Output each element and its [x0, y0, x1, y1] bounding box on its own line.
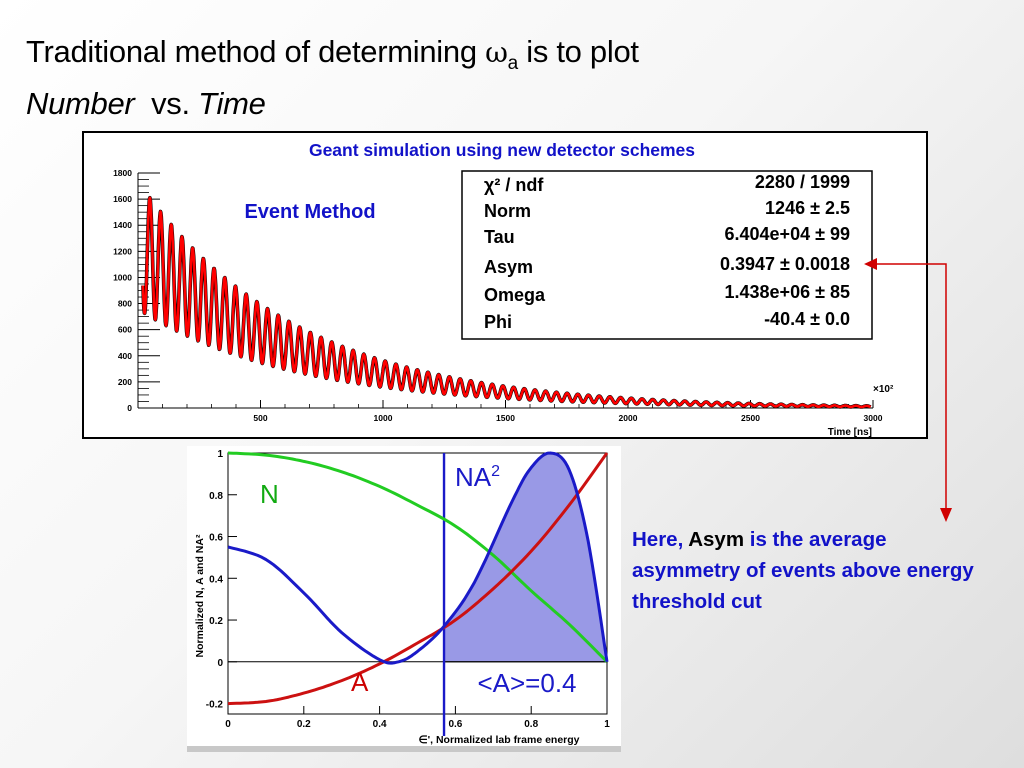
- title-time: Time: [198, 86, 266, 122]
- chart2-y-tick-label: -0.2: [206, 700, 224, 711]
- chart1-y-tick-label: 800: [118, 299, 132, 309]
- stats-label: Asym: [484, 257, 533, 277]
- stats-label: Tau: [484, 227, 515, 247]
- stats-value: 1246 ± 2.5: [765, 198, 850, 218]
- chart1-x-tick-label: 2500: [741, 413, 760, 423]
- chart2-x-tick-label: 0.4: [373, 719, 387, 730]
- x-multiplier: ×10²: [873, 384, 894, 395]
- label-NA2-sup: 2: [491, 463, 500, 480]
- title-vs: vs.: [151, 86, 190, 122]
- chart1-x-tick-label: 1500: [496, 413, 515, 423]
- note-rest: is the average asymmetry of events above…: [632, 528, 974, 613]
- chart2-y-tick-label: 0: [217, 658, 223, 669]
- chart2-y-tick-label: 1: [217, 449, 223, 460]
- chart2-y-tick-label: 0.8: [209, 491, 223, 502]
- stats-label: Norm: [484, 201, 531, 221]
- label-NA2: NA2: [455, 462, 500, 492]
- chart2-y-tick-label: 0.4: [209, 574, 223, 585]
- chart2-x-label: ∈', Normalized lab frame energy: [418, 734, 579, 746]
- chart2-y-label: Normalized N, A and NA²: [194, 534, 206, 657]
- stats-value: 2280 / 1999: [755, 172, 850, 192]
- chart2-x-tick-label: 0: [225, 719, 231, 730]
- omega-symbol: ω: [485, 36, 508, 69]
- chart2-y-tick-label: 0.2: [209, 616, 223, 627]
- label-mean-A: <A>=0.4: [477, 668, 576, 698]
- chart1-x-tick-label: 500: [253, 413, 267, 423]
- chart2-x-tick-label: 0.2: [297, 719, 311, 730]
- asym-note: Here, Asym is the average asymmetry of e…: [632, 524, 992, 617]
- arrow-head-down: [940, 508, 952, 522]
- chart1-title: Geant simulation using new detector sche…: [309, 140, 695, 160]
- chart2-y-tick-label: 0.6: [209, 533, 223, 544]
- event-method-chart: Geant simulation using new detector sche…: [113, 140, 894, 438]
- chart2-x-tick-label: 1: [604, 719, 610, 730]
- curve-N: [227, 451, 609, 663]
- chart1-x-tick-label: 2000: [619, 413, 638, 423]
- curve-NA2: [227, 451, 609, 665]
- label-N: N: [260, 479, 279, 509]
- chart1-y-tick-label: 1800: [113, 168, 132, 178]
- omega-subscript: a: [507, 53, 519, 75]
- stats-value: 6.404e+04 ± 99: [725, 224, 851, 244]
- chart1-y-tick-label: 1400: [113, 220, 132, 230]
- energy-panel: -0.2 0 0.2 0.4 0.6 0.8 1 0 0.2 0.4 0.6 0.8 1 N A NA2…: [187, 446, 621, 752]
- chart2-x-tick-label: 0.6: [448, 719, 462, 730]
- chart1-x-label: Time [ns]: [828, 427, 872, 437]
- title-number: Number: [26, 86, 135, 122]
- energy-chart: -0.200.20.40.60.810 0.2 0.4 0.6 0.8 1 N A NA2…: [194, 449, 610, 746]
- curve-A: [227, 452, 609, 706]
- chart2-axes: -0.200.20.40.60.810 0.2 0.4 0.6 0.8 1: [206, 449, 610, 736]
- stats-value: -40.4 ± 0.0: [764, 309, 850, 329]
- chart1-x-tick-label: 3000: [864, 413, 883, 423]
- stats-label: χ² / ndf: [484, 175, 544, 195]
- panel-shadow: [187, 746, 621, 752]
- label-A: A: [351, 667, 369, 697]
- chart1-y-tick-label: 1000: [113, 272, 132, 282]
- stats-label: Phi: [484, 312, 512, 332]
- event-method-label: Event Method: [244, 201, 375, 223]
- chart1-y-tick-label: 600: [118, 325, 132, 335]
- arrow-head-left: [864, 258, 877, 270]
- arrow-line: [875, 263, 947, 512]
- stats-value: 1.438e+06 ± 85: [725, 282, 851, 302]
- chart1-y-tick-label: 0: [127, 403, 132, 413]
- event-method-panel: Geant simulation using new detector sche…: [82, 131, 928, 439]
- stats-rows: χ² / ndf 2280 / 1999 Norm 1246 ± 2.5 Tau 6.40…: [484, 172, 850, 332]
- note-prefix: Here,: [632, 528, 684, 551]
- chart1-fit-line: [141, 196, 872, 409]
- chart2-curves: [227, 451, 609, 706]
- stats-label: Omega: [484, 285, 546, 305]
- chart1-x-tick-label: 1000: [374, 413, 393, 423]
- chart2-frame: [227, 452, 608, 715]
- title-text-end: is to plot: [526, 34, 639, 69]
- chart1-y-tick-label: 1200: [113, 246, 132, 256]
- label-NA2-text: NA: [455, 462, 492, 492]
- fit-stats-box: χ² / ndf 2280 / 1999 Norm 1246 ± 2.5 Tau 6.40…: [461, 170, 873, 340]
- slide-title: Traditional method of determining ωa is …: [26, 32, 639, 124]
- note-asym: Asym: [688, 528, 745, 551]
- chart1-y-tick-label: 1600: [113, 194, 132, 204]
- stats-value: 0.3947 ± 0.0018: [720, 254, 850, 274]
- title-text: Traditional method of determining: [26, 34, 477, 69]
- chart2-x-tick-label: 0.8: [524, 719, 538, 730]
- chart1-y-tick-label: 200: [118, 377, 132, 387]
- stats-box-frame: [461, 170, 873, 340]
- chart1-fit-curve: [141, 195, 873, 409]
- chart1-y-tick-label: 400: [118, 351, 132, 361]
